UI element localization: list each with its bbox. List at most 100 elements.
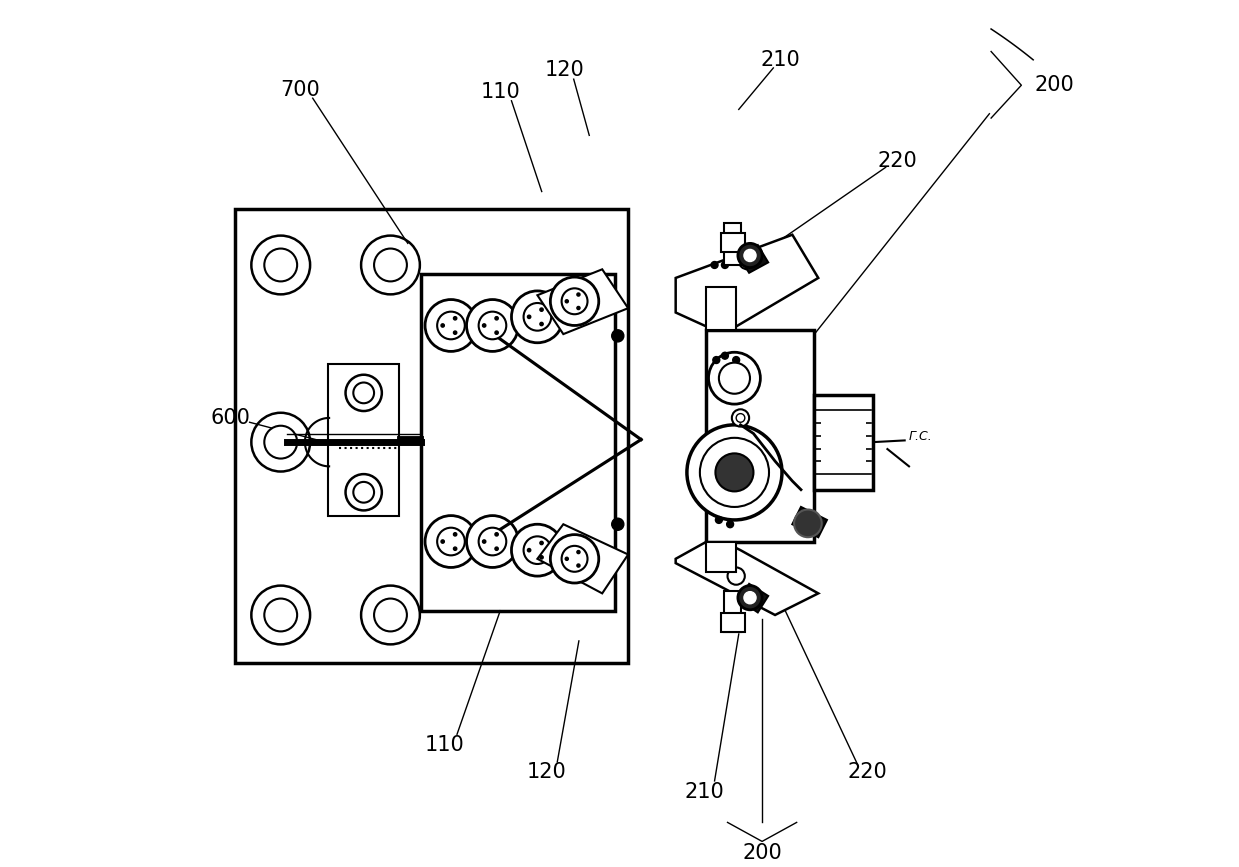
- Circle shape: [453, 532, 457, 536]
- Circle shape: [482, 540, 486, 544]
- Circle shape: [540, 556, 543, 559]
- Bar: [721, 613, 745, 632]
- Polygon shape: [538, 270, 628, 334]
- Circle shape: [577, 551, 580, 554]
- Bar: [821, 414, 866, 447]
- Circle shape: [252, 236, 310, 295]
- Bar: [721, 233, 745, 252]
- Circle shape: [252, 585, 310, 644]
- Circle shape: [346, 375, 382, 411]
- Circle shape: [512, 291, 564, 342]
- Circle shape: [561, 289, 587, 314]
- Text: 110: 110: [425, 734, 465, 754]
- Text: 220: 220: [878, 151, 918, 172]
- Text: 600: 600: [211, 408, 250, 428]
- Text: 200: 200: [742, 843, 782, 863]
- Circle shape: [374, 249, 406, 282]
- Circle shape: [361, 236, 420, 295]
- Circle shape: [738, 252, 756, 270]
- Circle shape: [467, 516, 518, 568]
- Circle shape: [732, 356, 740, 363]
- Text: 200: 200: [1035, 75, 1074, 95]
- Bar: [814, 394, 872, 490]
- Circle shape: [712, 289, 726, 302]
- Circle shape: [264, 426, 297, 459]
- Bar: [235, 209, 628, 662]
- Circle shape: [494, 316, 498, 320]
- Circle shape: [719, 362, 750, 394]
- Circle shape: [540, 323, 543, 326]
- Circle shape: [524, 303, 551, 330]
- Circle shape: [425, 516, 477, 568]
- Circle shape: [441, 540, 445, 544]
- Circle shape: [453, 316, 457, 320]
- Circle shape: [361, 585, 420, 644]
- Circle shape: [738, 585, 762, 610]
- Circle shape: [726, 521, 733, 528]
- Circle shape: [737, 600, 743, 607]
- Polygon shape: [738, 583, 768, 612]
- Circle shape: [686, 425, 782, 520]
- Circle shape: [482, 323, 486, 327]
- Circle shape: [478, 311, 507, 339]
- Polygon shape: [675, 235, 818, 334]
- Bar: [724, 224, 741, 265]
- Bar: [421, 274, 616, 610]
- Circle shape: [612, 518, 623, 531]
- Polygon shape: [706, 287, 736, 329]
- Circle shape: [524, 537, 551, 564]
- Circle shape: [264, 249, 297, 282]
- Text: Г.С.: Г.С.: [909, 430, 933, 443]
- Text: 700: 700: [280, 81, 320, 101]
- Circle shape: [721, 262, 729, 269]
- Text: 120: 120: [527, 762, 566, 782]
- Polygon shape: [793, 507, 826, 538]
- Circle shape: [577, 564, 580, 567]
- Circle shape: [738, 244, 762, 268]
- Circle shape: [794, 510, 821, 538]
- Circle shape: [528, 549, 530, 551]
- Text: 210: 210: [761, 50, 800, 70]
- Circle shape: [512, 525, 564, 576]
- Circle shape: [346, 474, 382, 511]
- Circle shape: [736, 414, 745, 422]
- Circle shape: [453, 331, 457, 335]
- Circle shape: [700, 438, 769, 507]
- Polygon shape: [675, 538, 818, 615]
- Circle shape: [494, 532, 498, 536]
- Text: 220: 220: [847, 762, 887, 782]
- Circle shape: [425, 299, 477, 351]
- Circle shape: [540, 541, 543, 544]
- Circle shape: [550, 277, 598, 325]
- Circle shape: [374, 598, 406, 631]
- Circle shape: [577, 293, 580, 297]
- Circle shape: [467, 299, 518, 351]
- Bar: [821, 434, 866, 468]
- Circle shape: [494, 331, 498, 335]
- Circle shape: [743, 591, 756, 603]
- Circle shape: [715, 517, 722, 524]
- Circle shape: [577, 306, 580, 310]
- Circle shape: [715, 453, 753, 492]
- Circle shape: [494, 547, 498, 551]
- Bar: [328, 364, 399, 516]
- Circle shape: [747, 600, 755, 607]
- Text: 120: 120: [544, 60, 584, 80]
- Circle shape: [540, 308, 543, 311]
- Circle shape: [353, 382, 374, 403]
- Polygon shape: [706, 542, 736, 571]
- Circle shape: [437, 311, 465, 339]
- Bar: [706, 329, 814, 542]
- Circle shape: [528, 316, 530, 318]
- Text: 110: 110: [481, 82, 520, 102]
- Circle shape: [453, 547, 457, 551]
- Circle shape: [727, 568, 745, 584]
- Circle shape: [565, 300, 569, 303]
- Circle shape: [612, 329, 623, 342]
- Bar: [724, 590, 741, 632]
- Circle shape: [353, 482, 374, 503]
- Circle shape: [721, 352, 729, 359]
- Circle shape: [561, 546, 587, 571]
- Circle shape: [565, 557, 569, 560]
- Circle shape: [437, 528, 465, 556]
